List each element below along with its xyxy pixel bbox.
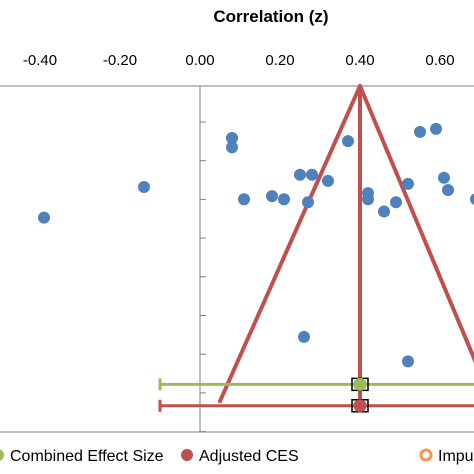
legend-label: Combined Effect Size bbox=[10, 448, 164, 465]
funnel-triangle bbox=[218, 84, 474, 404]
legend-marker bbox=[419, 448, 433, 462]
x-axis-tick-labels: -0.40 -0.20 0.00 0.20 0.40 0.60 bbox=[23, 52, 455, 69]
data-point bbox=[138, 180, 150, 193]
data-point bbox=[430, 122, 442, 135]
data-point bbox=[402, 177, 414, 190]
data-point bbox=[294, 168, 306, 181]
effect-marker bbox=[353, 399, 367, 413]
x-tick-label: 0.40 bbox=[345, 52, 374, 69]
data-point bbox=[390, 196, 402, 209]
funnel-left-edge bbox=[218, 84, 362, 404]
x-tick-label: 0.60 bbox=[425, 52, 454, 69]
data-point bbox=[298, 330, 310, 343]
effect-marker bbox=[353, 377, 367, 391]
effect-size-markers bbox=[158, 377, 474, 413]
data-point bbox=[402, 355, 414, 368]
data-point bbox=[226, 132, 238, 145]
data-point bbox=[226, 141, 238, 154]
data-point bbox=[442, 184, 454, 197]
legend: Combined Effect Size Adjusted CES Imputed bbox=[0, 448, 474, 465]
legend-label: Adjusted CES bbox=[199, 448, 299, 465]
legend-label: Imputed bbox=[438, 448, 474, 465]
data-point bbox=[470, 193, 474, 205]
data-point bbox=[302, 196, 314, 209]
chart-title: Correlation (z) bbox=[213, 7, 328, 26]
study-points bbox=[38, 122, 474, 368]
x-tick-label: 0.20 bbox=[265, 52, 294, 69]
data-point bbox=[306, 168, 318, 181]
x-tick-label: 0.00 bbox=[185, 52, 214, 69]
data-point bbox=[414, 125, 426, 138]
data-point bbox=[278, 193, 290, 206]
x-tick-label: -0.20 bbox=[103, 52, 137, 69]
x-tick-label: -0.40 bbox=[23, 52, 57, 69]
data-point bbox=[362, 193, 374, 206]
data-point bbox=[378, 205, 390, 218]
legend-marker bbox=[181, 449, 193, 461]
legend-marker bbox=[0, 449, 4, 461]
funnel-right-edge bbox=[358, 84, 474, 364]
data-point bbox=[38, 211, 50, 224]
data-point bbox=[438, 171, 450, 184]
data-point bbox=[266, 190, 278, 203]
data-point bbox=[322, 174, 334, 187]
data-point bbox=[342, 135, 354, 148]
data-point bbox=[238, 193, 250, 206]
